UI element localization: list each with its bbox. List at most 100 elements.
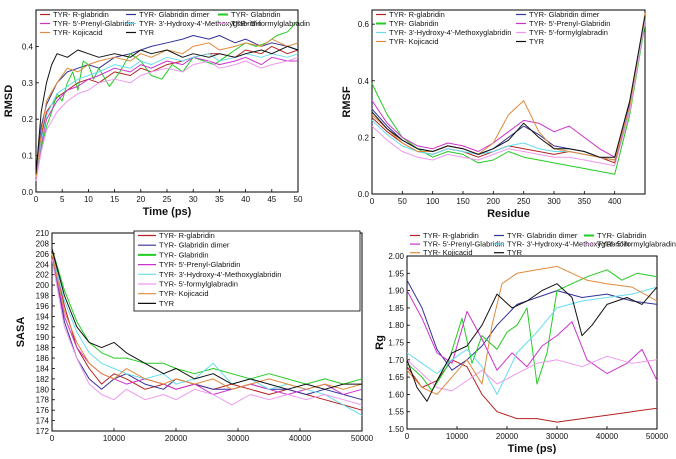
rmsd-x-tick-label: 0 bbox=[34, 195, 39, 204]
rmsf-series-5-formylglabradin bbox=[371, 21, 646, 167]
sasa-series-kojicacid bbox=[51, 253, 363, 390]
rmsd-plot-frame bbox=[35, 9, 299, 193]
rg-legend-label: TYR bbox=[507, 248, 523, 257]
rmsd-series-glabridin-dimer bbox=[35, 35, 299, 174]
rg-series-tyr bbox=[406, 283, 658, 402]
sasa-y-tick-label: 192 bbox=[36, 323, 50, 332]
rg-x-tick-label: 10000 bbox=[446, 432, 469, 441]
sasa-legend-label: TYR bbox=[159, 299, 175, 308]
rmsf-legend-label: TYR- 5'-Prenyl-Glabridin bbox=[529, 19, 610, 28]
sasa-legend-label: TYR- Glabridin dimer bbox=[159, 241, 230, 250]
rmsd-y-tick-label: 0.2 bbox=[22, 115, 34, 124]
rg-y-tick-label: 1.90 bbox=[388, 287, 404, 296]
rmsd-x-tick-label: 30 bbox=[189, 195, 198, 204]
rmsf-x-tick-label: 300 bbox=[547, 197, 561, 206]
sasa-legend-label: TYR- 5'-formylglabradin bbox=[159, 280, 238, 289]
sasa-legend-box bbox=[133, 230, 361, 312]
sasa-y-tick-label: 188 bbox=[36, 344, 50, 353]
rmsf-x-tick-label: 200 bbox=[487, 197, 501, 206]
rmsf-series-5-prenyl-glabridin bbox=[371, 15, 646, 158]
rg-series-kojicacid bbox=[406, 265, 658, 395]
rmsf-x-tick-label: 50 bbox=[398, 197, 407, 206]
rg-y-tick-label: 1.55 bbox=[388, 408, 404, 417]
rmsd-x-tick-label: 35 bbox=[215, 195, 224, 204]
rmsd-legend-label: TYR- Glabridin dimer bbox=[139, 10, 210, 19]
rmsf-panel: 0 50 100 150 200 250 300 350 400 0.0 0.2 0.4 0.6 Resi… bbox=[341, 9, 646, 220]
rmsf-plot-frame bbox=[371, 9, 646, 195]
rg-y-tick-label: 1.85 bbox=[388, 304, 404, 313]
rg-series-3-hydroxy-4-methoxyglabridin bbox=[406, 286, 658, 395]
sasa-y-tick-label: 174 bbox=[36, 417, 50, 426]
rg-series-glabridin-dimer bbox=[406, 279, 658, 371]
sasa-y-tick-label: 182 bbox=[36, 375, 50, 384]
rg-series-r-glabridin bbox=[406, 359, 658, 423]
rmsf-y-tick-label: 0.4 bbox=[358, 77, 370, 86]
sasa-x-tick-label: 20000 bbox=[165, 434, 188, 443]
sasa-series-5-formylglabradin bbox=[51, 259, 363, 406]
rmsd-x-tick-label: 5 bbox=[60, 195, 65, 204]
sasa-x-tick-label: 10000 bbox=[103, 434, 126, 443]
sasa-y-tick-label: 176 bbox=[36, 406, 50, 415]
rmsf-legend-label: TYR- Kojicacid bbox=[389, 37, 439, 46]
rmsf-x-tick-label: 250 bbox=[517, 197, 531, 206]
sasa-series-tyr bbox=[51, 248, 362, 390]
rg-y-tick-label: 2.00 bbox=[388, 252, 404, 261]
rg-legend-label: TYR- 3'-Hydroxy-4'-Methoxyglabridin bbox=[507, 240, 629, 249]
rmsd-x-tick-label: 15 bbox=[110, 195, 119, 204]
rmsd-y-tick-label: 0.3 bbox=[22, 79, 34, 88]
rmsd-y-axis-label: RMSD bbox=[3, 85, 15, 117]
sasa-y-tick-label: 194 bbox=[36, 312, 50, 321]
rg-series-glabridin bbox=[406, 269, 658, 392]
rmsd-panel: 0 5 10 15 20 25 30 35 40 45 50 0.0 0.1 0.2 0.3 0.4 Time … bbox=[3, 9, 310, 218]
rg-x-tick-label: 20000 bbox=[496, 432, 519, 441]
rmsd-x-tick-label: 20 bbox=[136, 195, 145, 204]
rg-x-tick-label: 30000 bbox=[546, 432, 569, 441]
rmsf-y-tick-label: 0.6 bbox=[358, 20, 370, 29]
rmsd-series-3-hydroxy-4-methoxyglabridin bbox=[35, 53, 299, 178]
rmsd-x-tick-label: 10 bbox=[84, 195, 93, 204]
rmsf-x-tick-label: 350 bbox=[578, 197, 592, 206]
sasa-y-tick-label: 190 bbox=[36, 333, 50, 342]
rg-panel: 0 10000 20000 30000 40000 50000 1.50 1.55 1.60 1.… bbox=[374, 231, 676, 455]
rg-legend-label: TYR- Glabridin dimer bbox=[507, 231, 578, 240]
rmsd-y-tick-label: 0.1 bbox=[22, 152, 34, 161]
rmsf-legend-label: TYR- Glabridin bbox=[389, 19, 439, 28]
sasa-legend-label: TYR- 5'-Prenyl-Glabridin bbox=[159, 260, 240, 269]
rmsd-series-glabridin bbox=[35, 20, 299, 174]
sasa-y-tick-label: 206 bbox=[36, 250, 50, 259]
rg-y-tick-label: 1.65 bbox=[388, 373, 404, 382]
sasa-y-tick-label: 198 bbox=[36, 292, 50, 301]
rmsd-y-tick-label: 0.0 bbox=[22, 188, 34, 197]
rmsd-legend-label: TYR- 3'-Hydroxy-4'-Methoxyglabridin bbox=[139, 19, 261, 28]
rg-y-tick-label: 1.70 bbox=[388, 356, 404, 365]
rmsd-series-kojicacid bbox=[35, 38, 299, 178]
rg-y-tick-label: 1.95 bbox=[388, 269, 404, 278]
sasa-x-tick-label: 0 bbox=[50, 434, 55, 443]
rmsf-x-tick-label: 100 bbox=[426, 197, 440, 206]
rg-x-tick-label: 40000 bbox=[596, 432, 619, 441]
rg-y-axis-label: Rg bbox=[374, 335, 386, 350]
sasa-legend-label: TYR- Glabridin bbox=[159, 250, 209, 259]
sasa-legend-label: TYR- 3'-Hydroxy-4'-Methoxyglabridin bbox=[159, 270, 281, 279]
rg-y-tick-label: 1.75 bbox=[388, 339, 404, 348]
rmsd-series-5-prenyl-glabridin bbox=[35, 56, 298, 178]
sasa-y-tick-label: 172 bbox=[36, 427, 50, 436]
rmsd-legend-label: TYR- 5'-Prenyl-Glabridin bbox=[53, 19, 134, 28]
sasa-legend-label: TYR- R-glabridin bbox=[159, 231, 215, 240]
rg-x-tick-label: 0 bbox=[405, 432, 410, 441]
rmsf-x-axis-label: Residue bbox=[487, 208, 530, 220]
rmsd-legend-label: TYR- Kojicacid bbox=[53, 28, 103, 37]
rg-legend-label: TYR- 5'-Prenyl-Glabridin bbox=[423, 240, 504, 249]
rmsd-legend-label: TYR bbox=[139, 28, 155, 37]
sasa-y-tick-label: 180 bbox=[36, 385, 50, 394]
rmsf-legend-label: TYR- 5'-formylglabradin bbox=[529, 28, 608, 37]
rmsf-legend-label: TYR- 3'-Hydroxy-4'-Methoxyglabridin bbox=[389, 28, 511, 37]
rmsf-x-tick-label: 0 bbox=[370, 197, 375, 206]
rmsf-y-tick-label: 0.0 bbox=[358, 190, 370, 199]
rmsf-x-tick-label: 400 bbox=[608, 197, 622, 206]
rmsf-y-tick-label: 0.2 bbox=[358, 133, 370, 142]
rmsd-legend-label: TYR- R-glabridin bbox=[53, 10, 109, 19]
rg-x-tick-label: 50000 bbox=[646, 432, 669, 441]
